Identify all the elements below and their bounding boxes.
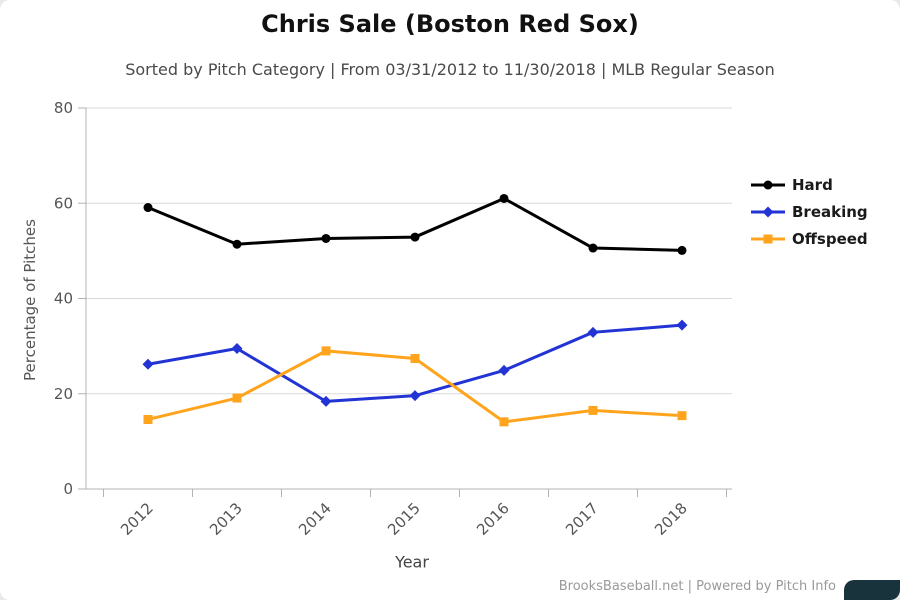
chart-title: Chris Sale (Boston Red Sox) [261,10,639,38]
legend-item-hard[interactable]: Hard [750,176,868,194]
svg-text:2014: 2014 [295,499,335,539]
legend-item-offspeed[interactable]: Offspeed [750,230,868,248]
legend-label: Hard [792,176,833,194]
credit-text: BrooksBaseball.net | Powered by Pitch In… [558,579,836,594]
svg-text:2017: 2017 [562,499,602,539]
legend-item-breaking[interactable]: Breaking [750,203,868,221]
legend-marker-circle-icon [751,180,785,190]
legend: Hard Breaking Offspeed [750,176,868,257]
svg-text:80: 80 [54,99,73,117]
svg-text:2012: 2012 [117,499,157,539]
svg-text:20: 20 [54,385,73,403]
legend-marker-square-icon [751,234,785,244]
chart-subtitle: Sorted by Pitch Category | From 03/31/20… [125,60,775,79]
x-axis-label: Year [395,552,429,572]
corner-badge [844,580,900,600]
legend-marker-diamond-icon [751,206,785,218]
svg-text:0: 0 [63,480,73,498]
y-axis-label: Percentage of Pitches [21,219,39,381]
legend-label: Breaking [792,203,868,221]
svg-text:40: 40 [54,290,73,308]
svg-text:2018: 2018 [651,499,691,539]
svg-text:2016: 2016 [473,499,513,539]
legend-label: Offspeed [792,230,868,248]
svg-text:2015: 2015 [384,499,424,539]
svg-text:2013: 2013 [206,499,246,539]
svg-text:60: 60 [54,194,73,212]
